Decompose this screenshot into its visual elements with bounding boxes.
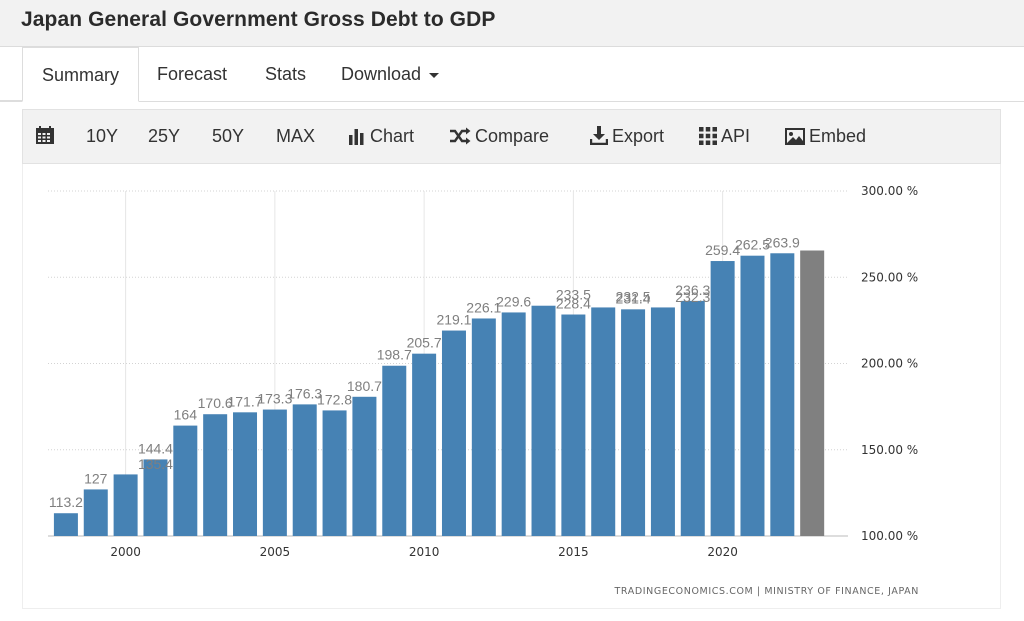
chart-toolbar: 10Y 25Y 50Y MAX Chart Compare Export [22, 109, 1001, 164]
data-label: 144.4 [138, 440, 173, 456]
export-button[interactable]: Export [589, 110, 665, 163]
bar [143, 459, 168, 536]
bar [770, 253, 795, 536]
data-label: 228.4 [556, 296, 591, 312]
tab-bar-rule [0, 100, 22, 101]
grid-icon [699, 127, 717, 145]
source-credit: TRADINGECONOMICS.COM | MINISTRY OF FINAN… [614, 586, 919, 597]
range-25y-button[interactable]: 25Y [148, 126, 181, 146]
image-icon [785, 128, 805, 145]
range-10y-button[interactable]: 10Y [86, 126, 119, 146]
data-label: 232.5 [616, 288, 651, 304]
chart-type-label: Chart [370, 126, 415, 146]
forecast-bar [800, 250, 825, 536]
range-50y-button[interactable]: 50Y [212, 126, 245, 146]
data-label: 219.1 [436, 312, 471, 328]
download-icon [589, 126, 609, 146]
tab-bar: Summary Forecast Stats Download [0, 47, 1024, 102]
shuffle-icon [450, 127, 471, 145]
data-label: 164 [174, 407, 198, 423]
bar [83, 489, 108, 536]
y-tick-label: 200.00 % [861, 357, 918, 371]
embed-label: Embed [809, 126, 867, 146]
chevron-down-icon [429, 72, 440, 78]
bar [203, 414, 228, 536]
bar [531, 305, 556, 536]
title-bar: Japan General Government Gross Debt to G… [0, 0, 1024, 47]
page-title: Japan General Government Gross Debt to G… [21, 8, 496, 31]
y-tick-label: 250.00 % [861, 270, 918, 284]
data-label: 231.4 [616, 290, 651, 306]
tab-summary-label: Summary [41, 65, 119, 85]
bar [441, 330, 466, 536]
bar [382, 365, 407, 536]
y-tick-label: 300.00 % [861, 184, 918, 198]
data-label: 232.3 [675, 289, 710, 305]
tab-forecast-label: Forecast [157, 64, 228, 84]
bar [621, 309, 646, 536]
x-tick-label: 2000 [110, 545, 141, 559]
tab-download-label: Download [341, 64, 422, 84]
api-label: API [721, 126, 751, 146]
calendar-icon [36, 126, 54, 144]
y-tick-label: 150.00 % [861, 443, 918, 457]
data-label: 135.4 [138, 456, 173, 472]
tab-download[interactable]: Download [341, 47, 440, 101]
compare-button[interactable]: Compare [449, 110, 549, 163]
data-label: 171.7 [227, 393, 262, 409]
chart-type-button[interactable]: Chart [348, 110, 414, 163]
embed-button[interactable]: Embed [785, 110, 866, 163]
tab-summary[interactable]: Summary [22, 47, 139, 102]
data-label: 259.4 [705, 242, 740, 258]
data-label: 205.7 [407, 335, 442, 351]
api-button[interactable]: API [699, 110, 750, 163]
bar [292, 404, 317, 536]
bar [233, 412, 258, 536]
bar [650, 307, 675, 536]
bar [412, 353, 437, 536]
bar [501, 312, 526, 536]
data-label: 113.2 [49, 494, 83, 510]
data-label: 229.6 [496, 293, 531, 309]
y-tick-label: 100.00 % [861, 529, 918, 543]
bar [113, 474, 138, 536]
bar [352, 396, 377, 536]
tab-stats-label: Stats [265, 64, 307, 84]
bar [53, 513, 78, 536]
x-tick-label: 2020 [707, 545, 738, 559]
bar [322, 410, 347, 536]
bar [173, 425, 198, 536]
data-label: 127 [84, 470, 108, 486]
bar [561, 314, 586, 536]
data-label: 170.6 [198, 395, 233, 411]
x-tick-label: 2010 [409, 545, 440, 559]
data-label: 180.7 [347, 378, 382, 394]
bar [471, 318, 496, 536]
bar [710, 261, 735, 536]
tab-forecast[interactable]: Forecast [157, 47, 227, 101]
data-label: 198.7 [377, 347, 412, 363]
data-label: 176.3 [287, 385, 322, 401]
data-label: 263.9 [765, 234, 800, 250]
x-tick-label: 2015 [558, 545, 589, 559]
tab-stats[interactable]: Stats [265, 47, 306, 101]
export-label: Export [612, 126, 665, 146]
range-max-button[interactable]: MAX [276, 126, 316, 146]
x-tick-label: 2005 [260, 545, 291, 559]
data-label: 172.8 [317, 391, 352, 407]
chart-panel: 100.00 % 150.00 % 200.00 % 250.00 % 300.00 %… [22, 164, 1001, 609]
bar [680, 300, 705, 536]
calendar-button[interactable] [35, 110, 59, 163]
compare-label: Compare [475, 126, 550, 146]
bar [262, 409, 287, 536]
bar [591, 307, 616, 536]
bar [740, 255, 765, 536]
data-label: 226.1 [466, 299, 501, 315]
data-label: 233.5 [556, 287, 591, 303]
bar-chart-icon [349, 129, 364, 145]
data-label: 173.3 [257, 391, 292, 407]
data-label: 262.5 [735, 237, 770, 253]
debt-to-gdp-chart: 100.00 % 150.00 % 200.00 % 250.00 % 300.00 %… [48, 184, 919, 597]
data-label: 236.3 [675, 282, 710, 298]
